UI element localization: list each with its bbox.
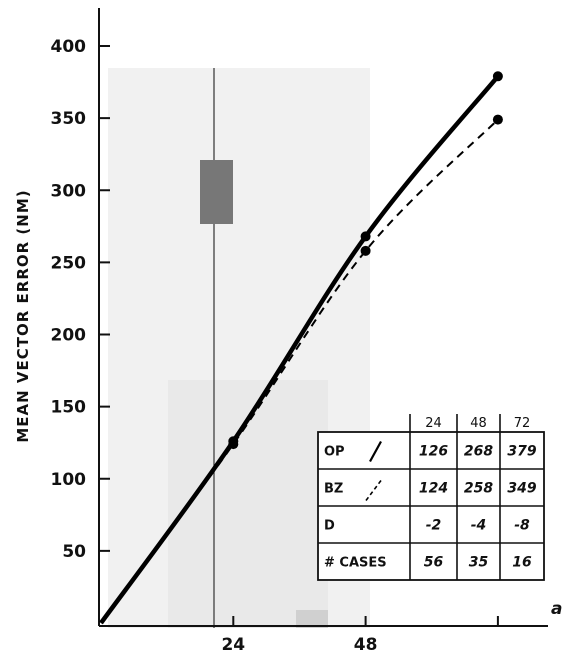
table-column-header: 48	[470, 416, 487, 431]
x-ticks: 24 48	[221, 616, 499, 655]
y-tick-label: 50	[62, 542, 86, 562]
x-tick-label: 48	[354, 635, 378, 655]
y-ticks: 50 100 150 200 250 300 350 400	[51, 37, 110, 562]
table-cell: 349	[507, 481, 536, 497]
scan-block	[200, 160, 233, 224]
series-layer	[99, 71, 503, 625]
y-tick-label: 350	[51, 109, 87, 129]
table-cell: 124	[419, 481, 448, 497]
table-cell: 126	[419, 444, 448, 460]
legend-solid-mark	[369, 440, 382, 463]
y-tick-label: 200	[51, 326, 87, 346]
y-tick-label: 300	[51, 181, 87, 201]
data-point-op	[360, 231, 371, 242]
x-axis-end-label: a	[551, 599, 562, 619]
data-point-op	[492, 71, 503, 82]
y-axis-title: MEAN VECTOR ERROR (NM)	[14, 189, 32, 442]
table-row-label: # CASES	[324, 556, 387, 571]
data-point-bz	[228, 439, 239, 450]
data-point-bz	[492, 114, 503, 125]
table-cell: 379	[507, 444, 536, 460]
table-row-label: OP	[324, 445, 345, 460]
table-cell: 258	[464, 481, 493, 497]
table-row-label: BZ	[324, 482, 343, 497]
table-column-header: 24	[425, 416, 442, 431]
data-table: 24 48 72 OP 126 268 379 BZ 124 258 349 D -2 -4 -8 # CAS…	[317, 414, 545, 581]
scan-smudge	[296, 610, 328, 628]
table-cell: 16	[512, 555, 532, 571]
y-tick-label: 400	[51, 37, 87, 57]
y-tick-label: 100	[51, 470, 87, 490]
data-point-bz	[360, 245, 371, 256]
table-cell: -2	[426, 518, 442, 534]
y-tick-label: 150	[51, 398, 87, 418]
table-cell: 56	[424, 555, 444, 571]
table-cell: 268	[464, 444, 493, 460]
table-row-label: D	[324, 519, 335, 534]
table-cell: -8	[514, 518, 530, 534]
table-column-header: 72	[514, 416, 531, 431]
x-tick-label: 24	[221, 635, 245, 655]
table-cell: -4	[471, 518, 487, 534]
table-cell: 35	[469, 555, 489, 571]
y-tick-label: 250	[51, 253, 87, 273]
